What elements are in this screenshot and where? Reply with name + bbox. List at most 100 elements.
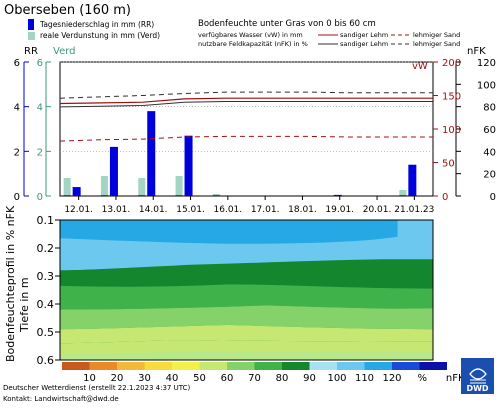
profile-band-60 <box>60 325 433 344</box>
depth-tick-label: 0.4 <box>37 298 55 311</box>
date-label: 14.01. <box>139 205 168 215</box>
evap-bar <box>138 178 146 196</box>
nfk-tick-label: 120 <box>477 58 496 69</box>
colorbar-tick-label: 70 <box>248 373 261 384</box>
date-label: 21.01.23 <box>394 205 434 215</box>
evap-bar <box>399 190 407 196</box>
rr-axis-label: RR <box>24 46 38 57</box>
rr-tick-label: 4 <box>14 103 20 114</box>
colorbar-tick-label: 60 <box>221 373 234 384</box>
colorbar-swatch <box>227 362 255 370</box>
profile-band-70 <box>60 305 433 330</box>
precip-bar <box>72 187 81 196</box>
colorbar: 10 20 30 40 50 60 70 80 90 100 110 120% nFK <box>62 362 465 384</box>
vw-tick-label: 0 <box>442 192 448 203</box>
profile-band-50b <box>60 351 433 360</box>
date-label: 20.01. <box>363 205 392 215</box>
colorbar-swatch <box>89 362 117 370</box>
depth-axis: 0.1 0.2 0.3 0.4 0.5 0.6 <box>37 214 60 367</box>
nfk-tick-label: 40 <box>483 147 496 158</box>
rr-tick-label: 6 <box>14 58 20 69</box>
nfk-axis-label: nFK <box>467 46 486 57</box>
vw-line-loamy-sand-lower <box>59 135 433 142</box>
depth-tick-label: 0.6 <box>37 354 55 367</box>
colorbar-swatch <box>62 362 90 370</box>
vw-line-loamy-sand-upper <box>59 91 433 99</box>
dwd-logo-text: DWD <box>466 384 488 393</box>
colorbar-swatch <box>309 362 337 370</box>
profile-frame <box>59 219 434 361</box>
colorbar-tick-label: 10 <box>83 373 96 384</box>
colorbar-tick-label: 80 <box>276 373 289 384</box>
nfk-tick-label: 0 <box>490 192 496 203</box>
colorbar-swatch <box>392 362 420 370</box>
verd-tick-label: 2 <box>37 147 43 158</box>
verd-axis-label: Verd <box>53 46 76 57</box>
rr-tick-label: 0 <box>14 192 20 203</box>
colorbar-swatch <box>419 362 447 370</box>
colorbar-tick-label: 40 <box>166 373 179 384</box>
colorbar-swatch <box>364 362 392 370</box>
colorbar-swatch <box>172 362 200 370</box>
vw-tick-label: 150 <box>442 92 461 103</box>
evap-bar <box>100 176 108 196</box>
nfk-tick-label: 100 <box>477 80 496 91</box>
soil-legend-row2: nutzbare Feldkapazität (nFK) in % <box>198 40 308 48</box>
profile-axis-title: Bodenfeuchteprofil in % nFK <box>4 205 17 362</box>
nfk-tick-label: 80 <box>483 103 496 114</box>
soil-legend-loamy-sand-2: lehmiger Sand <box>413 40 460 48</box>
colorbar-tick-label: nFK <box>446 373 465 384</box>
colorbar-tick-label: 20 <box>111 373 124 384</box>
profile-band-120 <box>60 220 398 244</box>
vw-axis-label: vW <box>412 61 428 72</box>
date-label: 13.01. <box>102 205 131 215</box>
colorbar-swatch <box>144 362 172 370</box>
colorbar-tick-label: 30 <box>138 373 151 384</box>
colorbar-tick-label: 90 <box>303 373 316 384</box>
nfk-tick-label: 60 <box>483 125 496 136</box>
soil-moisture-profile <box>59 219 434 361</box>
colorbar-swatch <box>117 362 145 370</box>
verd-tick-label: 6 <box>37 58 43 69</box>
depth-tick-label: 0.5 <box>37 326 55 339</box>
date-label: 16.01. <box>214 205 243 215</box>
date-label: 15.01. <box>176 205 205 215</box>
date-label: 19.01. <box>325 205 354 215</box>
verd-tick-label: 0 <box>37 192 43 203</box>
dwd-logo: DWD <box>461 358 494 394</box>
profile-band-80 <box>60 284 433 310</box>
evap-bar <box>175 176 183 196</box>
precip-bar <box>109 146 118 196</box>
date-axis-labels: 12.01. 13.01. 14.01. 15.01. 16.01. 17.01. 18.0… <box>64 196 434 215</box>
evap-legend-label: reale Verdunstung in mm (Verd) <box>40 31 160 40</box>
colorbar-tick-label: 50 <box>193 373 206 384</box>
nfk-tick-label: 20 <box>483 170 496 181</box>
footer-credit: Deutscher Wetterdienst (erstellt 22.1.20… <box>3 384 190 392</box>
precip-bar <box>408 164 417 196</box>
colorbar-swatch <box>199 362 227 370</box>
upper-plot-marks <box>59 61 433 196</box>
precip-bar <box>147 111 156 196</box>
precip-bar <box>333 194 342 196</box>
soil-legend-sandy-loam-1: sandiger Lehm <box>340 31 388 39</box>
soil-legend-row1: verfügbares Wasser (vW) in mm <box>198 31 303 39</box>
depth-tick-label: 0.1 <box>37 214 55 227</box>
vw-tick-label: 200 <box>442 58 461 69</box>
date-label: 17.01. <box>251 205 280 215</box>
date-label: 18.01. <box>288 205 317 215</box>
colorbar-tick-label: 120 <box>382 373 401 384</box>
vw-tick-label: 100 <box>442 125 461 136</box>
precip-legend-swatch <box>28 19 34 30</box>
nfk-line-sandy-loam <box>59 101 433 108</box>
soil-legend-sandy-loam-2: sandiger Lehm <box>340 40 388 48</box>
depth-axis-title: Tiefe in m <box>18 277 31 333</box>
verd-tick-label: 4 <box>37 103 43 114</box>
profile-band-90 <box>60 265 433 289</box>
rr-tick-label: 2 <box>14 147 20 158</box>
colorbar-tick-label: % <box>417 373 427 384</box>
footer-contact: Kontakt: Landwirtschaft@dwd.de <box>3 395 119 403</box>
vw-line-sandy-loam <box>59 97 433 105</box>
precip-legend-label: Tagesniederschlag in mm (RR) <box>39 20 154 29</box>
